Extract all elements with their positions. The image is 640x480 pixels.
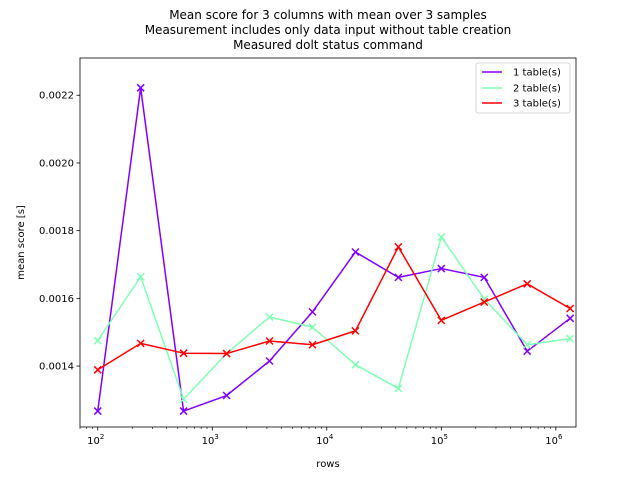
data-point-marker bbox=[566, 314, 575, 323]
series-line-1-tables bbox=[96, 87, 571, 412]
chart-title-line-2: Measurement includes only data input wit… bbox=[145, 23, 512, 37]
data-point-marker bbox=[394, 384, 403, 393]
data-point-marker bbox=[480, 273, 489, 282]
data-point-marker bbox=[93, 407, 102, 416]
data-point-marker bbox=[265, 336, 274, 346]
y-tick-label: 0.0020 bbox=[39, 158, 74, 169]
data-point-marker bbox=[394, 242, 403, 251]
y-tick-label: 0.0014 bbox=[39, 362, 74, 373]
data-point-marker bbox=[308, 323, 317, 332]
y-tick-label: 0.0022 bbox=[39, 91, 74, 102]
data-point-marker bbox=[93, 365, 102, 374]
data-point-marker bbox=[179, 407, 188, 416]
data-point-marker bbox=[351, 326, 360, 335]
x-tick-label: 102 bbox=[87, 433, 104, 447]
y-axis-label: mean score [s] bbox=[16, 205, 27, 280]
chart-title-line-1: Mean score for 3 columns with mean over … bbox=[169, 8, 487, 22]
data-point-marker bbox=[222, 349, 231, 358]
data-point-marker bbox=[566, 334, 575, 343]
data-point-marker bbox=[351, 360, 360, 369]
data-point-marker bbox=[394, 273, 403, 282]
legend-label-3-tables: 3 table(s) bbox=[513, 99, 561, 110]
data-point-marker bbox=[437, 316, 446, 325]
data-point-marker bbox=[566, 304, 575, 313]
data-point-marker bbox=[136, 272, 145, 281]
data-point-marker bbox=[136, 83, 145, 92]
x-tick-label: 106 bbox=[545, 433, 563, 447]
legend-label-2-tables: 2 table(s) bbox=[513, 84, 561, 95]
data-point-marker bbox=[136, 339, 145, 348]
tick-layer: 0.0014 0.0016 0.0018 0.0020 0.0022 102 103 104 1… bbox=[39, 91, 563, 447]
x-tick-label: 105 bbox=[431, 433, 448, 447]
data-point-marker bbox=[523, 347, 532, 356]
plot-area-frame bbox=[79, 57, 577, 428]
data-point-marker bbox=[308, 340, 317, 349]
data-point-marker bbox=[523, 279, 532, 288]
data-point-marker bbox=[480, 298, 489, 307]
data-point-marker bbox=[308, 307, 317, 316]
series-line-2-tables bbox=[97, 236, 571, 400]
data-point-marker bbox=[222, 391, 231, 400]
data-point-marker bbox=[523, 340, 532, 349]
legend-box bbox=[475, 62, 571, 114]
data-point-marker bbox=[437, 264, 446, 273]
y-tick-label: 0.0016 bbox=[39, 294, 74, 305]
data-point-marker bbox=[265, 312, 274, 322]
legend: 1 table(s) 2 table(s) 3 table(s) bbox=[475, 62, 571, 114]
x-tick-label: 103 bbox=[202, 433, 219, 447]
y-tick-label: 0.0018 bbox=[39, 226, 74, 237]
data-point-marker bbox=[437, 233, 446, 242]
chart-title-line-3: Measured dolt status command bbox=[233, 38, 423, 52]
data-point-marker bbox=[93, 336, 102, 345]
x-axis-label: rows bbox=[316, 459, 339, 470]
series-layer bbox=[93, 83, 575, 416]
data-point-marker bbox=[351, 247, 360, 257]
legend-label-1-tables: 1 table(s) bbox=[513, 68, 561, 79]
x-tick-label: 104 bbox=[316, 433, 334, 447]
data-point-marker bbox=[265, 356, 274, 366]
series-line-3-tables bbox=[97, 246, 571, 371]
data-point-marker bbox=[179, 349, 188, 358]
data-point-marker bbox=[179, 395, 188, 404]
